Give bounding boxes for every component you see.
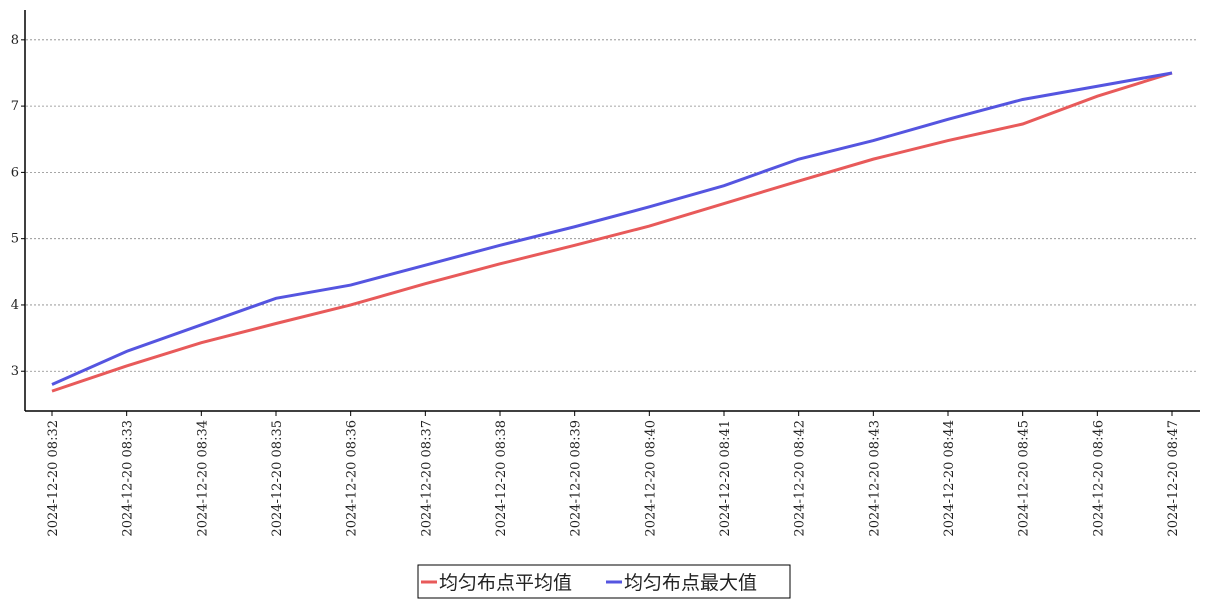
y-tick-label: 7 [11,99,19,114]
y-tick-label: 5 [11,232,19,247]
x-tick-label: 2024-12-20 08:45 [1017,420,1032,537]
series-line [51,71,1173,393]
legend-box [417,564,791,599]
x-tick-label: 2024-12-20 08:39 [569,420,584,537]
x-tick-label: 2024-12-20 08:40 [643,420,658,537]
series-line [51,71,1173,386]
x-tick-label: 2024-12-20 08:34 [195,420,210,537]
x-tick-label: 2024-12-20 08:43 [867,420,882,537]
y-tick-label: 6 [11,165,19,180]
x-tick-label: 2024-12-20 08:47 [1166,420,1181,537]
x-tick-label: 2024-12-20 08:44 [942,420,957,537]
x-tick-label: 2024-12-20 08:33 [121,420,136,537]
legend: 均匀布点平均值 均匀布点最大值 [417,564,791,599]
y-tick-label: 8 [11,33,19,48]
x-tick-label: 2024-12-20 08:35 [270,420,285,537]
x-tick-label: 2024-12-20 08:37 [419,420,434,537]
x-tick-label: 2024-12-20 08:42 [793,420,808,537]
x-tick-label: 2024-12-20 08:41 [718,420,733,537]
legend-label: 均匀布点最大值 [624,572,757,594]
x-tick-label: 2024-12-20 08:46 [1091,420,1106,537]
y-tick-label: 4 [11,298,19,313]
x-tick-label: 2024-12-20 08:32 [46,420,61,537]
x-tick-label: 2024-12-20 08:38 [494,420,509,537]
y-tick-label: 3 [11,364,19,379]
legend-label: 均匀布点平均值 [439,572,572,594]
x-tick-label: 2024-12-20 08:36 [345,420,360,537]
